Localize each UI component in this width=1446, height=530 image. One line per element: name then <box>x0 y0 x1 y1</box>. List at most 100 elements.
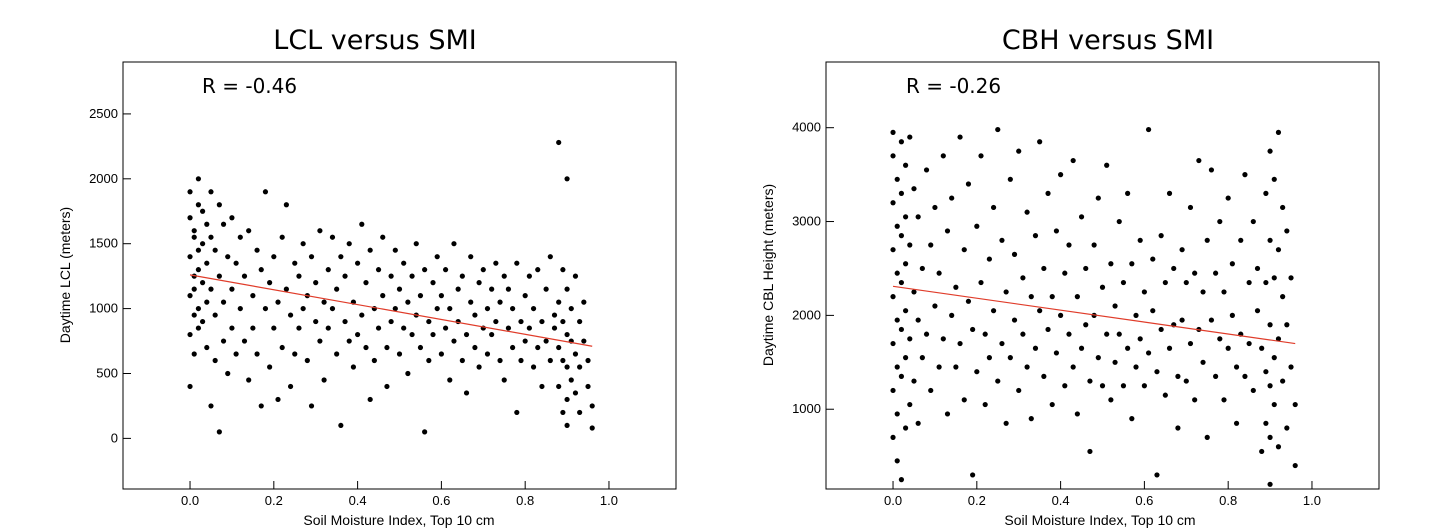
data-point <box>308 254 315 260</box>
data-point <box>1016 148 1022 154</box>
data-point <box>898 139 905 145</box>
data-point <box>258 403 264 409</box>
data-point <box>275 396 281 403</box>
data-point <box>191 286 197 292</box>
data-point <box>296 325 302 331</box>
data-point <box>1242 172 1248 178</box>
data-point <box>199 318 206 325</box>
data-point <box>1246 279 1252 286</box>
x-tick-label: 0.6 <box>1135 493 1153 508</box>
data-point <box>572 273 579 279</box>
data-point <box>890 129 896 135</box>
data-point <box>965 298 972 304</box>
data-point <box>501 377 507 383</box>
data-point <box>304 357 310 364</box>
data-point <box>497 299 503 305</box>
data-point <box>237 234 243 240</box>
data-point <box>442 267 449 273</box>
data-point <box>1007 176 1013 182</box>
data-point <box>1158 326 1164 333</box>
data-points <box>890 126 1298 487</box>
data-point <box>204 221 210 227</box>
data-point <box>350 364 357 370</box>
data-point <box>928 242 934 248</box>
data-point <box>1288 364 1294 370</box>
data-point <box>489 286 495 292</box>
data-point <box>187 254 193 260</box>
data-point <box>442 325 449 331</box>
data-point <box>1024 209 1030 215</box>
data-point <box>932 204 938 211</box>
data-point <box>1074 411 1080 417</box>
data-point <box>1083 265 1089 272</box>
data-point <box>1011 317 1018 323</box>
data-point <box>1120 383 1127 389</box>
data-point <box>1175 425 1181 431</box>
data-point <box>1267 237 1273 243</box>
data-point <box>241 273 248 279</box>
data-point <box>187 189 193 195</box>
data-point <box>283 202 289 208</box>
data-point <box>1162 279 1168 286</box>
data-point <box>898 279 905 286</box>
data-point <box>212 357 218 364</box>
x-tick-label: 0.8 <box>516 493 534 508</box>
data-point <box>229 286 235 292</box>
data-point <box>1242 373 1248 379</box>
data-point <box>1271 275 1277 281</box>
data-point <box>334 351 340 357</box>
data-point <box>522 338 528 344</box>
data-point <box>1267 383 1273 389</box>
data-point <box>1183 378 1189 384</box>
data-point <box>560 409 566 416</box>
data-point <box>936 364 942 370</box>
data-point <box>409 273 415 279</box>
data-point <box>577 318 583 325</box>
data-point <box>907 336 913 342</box>
data-point <box>1204 237 1210 243</box>
data-point <box>1254 308 1261 314</box>
data-point <box>560 318 566 325</box>
data-point <box>898 233 905 239</box>
data-point <box>1259 448 1265 455</box>
x-ticks: 0.0 0.2 0.4 0.6 0.8 1.0 <box>181 481 618 508</box>
data-point <box>434 254 440 260</box>
data-point <box>518 357 524 364</box>
data-point <box>392 305 398 312</box>
data-point <box>1024 364 1030 370</box>
data-point <box>551 312 558 318</box>
data-point <box>949 195 955 201</box>
data-point <box>1233 364 1240 370</box>
data-point <box>187 293 193 299</box>
data-point <box>195 247 202 253</box>
data-point <box>556 139 562 146</box>
data-point <box>1007 355 1013 361</box>
data-point <box>1175 373 1181 379</box>
data-point <box>1108 261 1114 267</box>
data-point <box>426 357 432 364</box>
data-point <box>1087 378 1093 384</box>
data-point <box>254 351 260 357</box>
data-point <box>1032 233 1039 239</box>
data-point <box>556 383 562 390</box>
data-point <box>489 331 495 338</box>
data-point <box>359 221 365 227</box>
x-tick-label: 0.0 <box>884 493 902 508</box>
x-tick-label: 0.8 <box>1219 493 1237 508</box>
data-point <box>1032 345 1039 351</box>
data-point <box>388 273 394 279</box>
data-point <box>974 369 980 375</box>
data-point <box>195 176 202 182</box>
data-point <box>530 305 537 312</box>
data-point <box>898 190 905 196</box>
data-point <box>915 420 921 426</box>
y-tick-label: 2500 <box>89 106 118 121</box>
data-point <box>388 318 394 325</box>
data-point <box>1192 270 1198 276</box>
data-point <box>342 273 348 279</box>
data-point <box>1229 312 1235 318</box>
data-point <box>1041 265 1047 272</box>
data-point <box>191 234 197 240</box>
data-point <box>1275 444 1282 450</box>
